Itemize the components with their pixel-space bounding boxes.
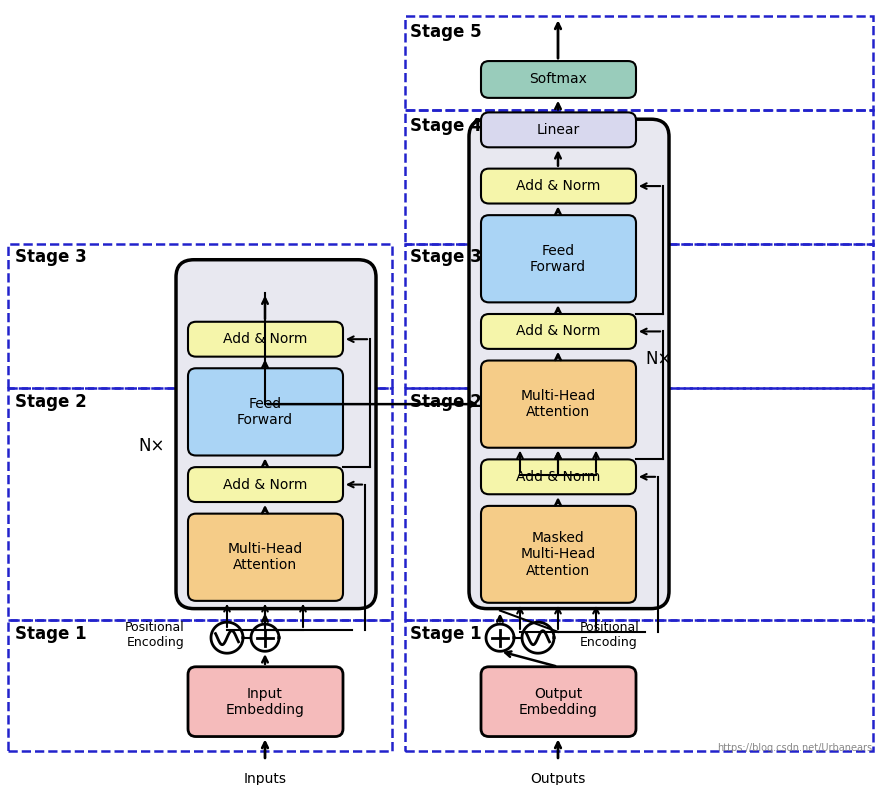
Bar: [405, 111, 873, 244]
Bar: [405, 16, 873, 111]
Bar: [405, 388, 873, 620]
FancyBboxPatch shape: [481, 360, 636, 447]
Text: Stage 1: Stage 1: [15, 625, 87, 643]
Text: Inputs: Inputs: [244, 772, 286, 785]
Text: Positional
Encoding: Positional Encoding: [580, 621, 640, 648]
Text: Feed
Forward: Feed Forward: [237, 396, 293, 427]
FancyBboxPatch shape: [188, 368, 343, 455]
FancyBboxPatch shape: [481, 314, 636, 349]
Text: Output
Probabilities: Output Probabilities: [511, 0, 605, 3]
Text: Add & Norm: Add & Norm: [223, 477, 307, 491]
FancyBboxPatch shape: [481, 61, 636, 98]
Bar: [405, 244, 873, 388]
FancyBboxPatch shape: [481, 112, 636, 148]
FancyBboxPatch shape: [188, 322, 343, 356]
Bar: [8, 620, 392, 751]
Bar: [8, 244, 392, 388]
Text: Masked
Multi-Head
Attention: Masked Multi-Head Attention: [520, 531, 596, 578]
Text: Linear: Linear: [536, 123, 579, 137]
FancyBboxPatch shape: [188, 467, 343, 502]
Text: Add & Norm: Add & Norm: [516, 179, 600, 193]
FancyBboxPatch shape: [481, 215, 636, 302]
Text: N×: N×: [645, 349, 671, 367]
Text: Outputs
(shifted right): Outputs (shifted right): [510, 772, 606, 785]
FancyBboxPatch shape: [481, 666, 636, 736]
Text: Feed
Forward: Feed Forward: [530, 243, 586, 274]
Text: Stage 3: Stage 3: [410, 248, 482, 266]
Text: Softmax: Softmax: [529, 72, 587, 86]
FancyBboxPatch shape: [469, 119, 669, 608]
FancyBboxPatch shape: [481, 459, 636, 495]
Text: Stage 2: Stage 2: [15, 393, 87, 411]
FancyBboxPatch shape: [188, 666, 343, 736]
Text: Add & Norm: Add & Norm: [223, 332, 307, 346]
Text: Stage 3: Stage 3: [15, 248, 87, 266]
Text: N×: N×: [139, 436, 165, 455]
FancyBboxPatch shape: [176, 260, 376, 608]
Text: Add & Norm: Add & Norm: [516, 469, 600, 484]
Text: Stage 2: Stage 2: [410, 393, 482, 411]
Text: https://blog.csdn.net/Urbanears: https://blog.csdn.net/Urbanears: [717, 743, 872, 753]
FancyBboxPatch shape: [481, 506, 636, 603]
Text: Positional
Encoding: Positional Encoding: [125, 621, 185, 648]
Text: Input
Embedding: Input Embedding: [225, 687, 305, 717]
Text: Stage 5: Stage 5: [410, 23, 481, 41]
Text: Output
Embedding: Output Embedding: [518, 687, 598, 717]
Bar: [8, 388, 392, 620]
Text: Stage 4: Stage 4: [410, 117, 482, 135]
FancyBboxPatch shape: [188, 513, 343, 601]
Text: Multi-Head
Attention: Multi-Head Attention: [228, 542, 303, 572]
Bar: [405, 620, 873, 751]
Text: Multi-Head
Attention: Multi-Head Attention: [520, 389, 596, 419]
FancyBboxPatch shape: [481, 169, 636, 203]
Text: Add & Norm: Add & Norm: [516, 324, 600, 338]
Text: Stage 1: Stage 1: [410, 625, 481, 643]
